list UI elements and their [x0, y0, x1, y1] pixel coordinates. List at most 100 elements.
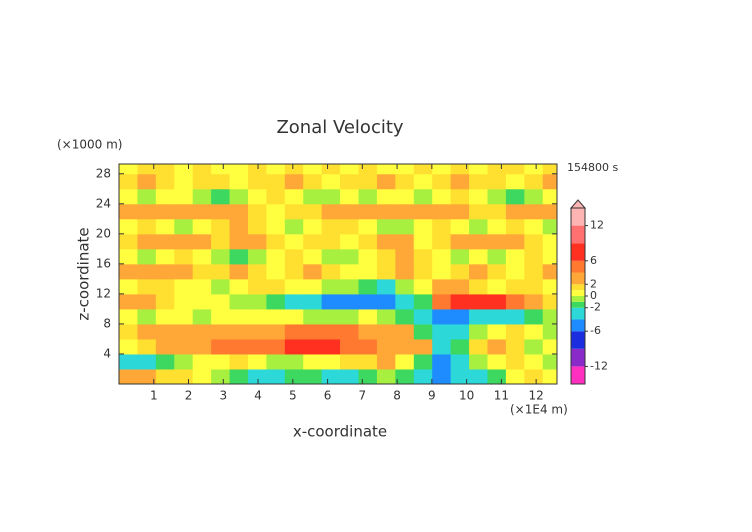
contour-cell: [358, 233, 378, 250]
contour-cell: [211, 353, 231, 370]
contour-cell: [450, 248, 470, 265]
contour-cell: [137, 323, 157, 340]
contour-cell: [192, 188, 212, 205]
contour-cell: [266, 368, 286, 384]
contour-cell: [119, 308, 138, 325]
contour-cell: [450, 353, 470, 370]
contour-cell: [395, 338, 415, 355]
contour-cell: [247, 263, 267, 280]
contour-cell: [284, 188, 304, 205]
contour-cell: [358, 188, 378, 205]
contour-cell: [284, 323, 304, 340]
contour-cell: [211, 278, 231, 295]
contour-cell: [505, 188, 525, 205]
contour-cell: [247, 164, 267, 175]
contour-cell: [211, 218, 231, 235]
contour-cell: [284, 203, 304, 220]
contour-cell: [119, 248, 138, 265]
colorbar-tick-label: 12: [590, 219, 604, 232]
contour-cell: [487, 164, 507, 175]
contour-cell: [211, 338, 231, 355]
contour-cell: [413, 203, 433, 220]
contour-cell: [174, 323, 194, 340]
contour-cell: [358, 308, 378, 325]
contour-cell: [303, 173, 323, 190]
contour-cell: [524, 293, 544, 310]
contour-cell: [155, 353, 175, 370]
contour-cell: [155, 293, 175, 310]
contour-cell: [469, 323, 488, 340]
contour-cell: [524, 233, 544, 250]
contour-field: [119, 164, 557, 384]
contour-cell: [524, 338, 544, 355]
contour-cell: [542, 248, 557, 265]
contour-cell: [137, 308, 157, 325]
x-tick-label: 4: [254, 389, 262, 403]
contour-cell: [413, 308, 433, 325]
x-tick-label: 3: [219, 389, 227, 403]
contour-cell: [137, 263, 157, 280]
contour-cell: [505, 263, 525, 280]
y-axis-label: z-coordinate: [75, 227, 93, 320]
contour-cell: [340, 203, 360, 220]
contour-cell: [376, 203, 396, 220]
contour-cell: [321, 278, 341, 295]
contour-cell: [469, 293, 488, 310]
x-unit: (×1E4 m): [510, 403, 568, 417]
contour-cell: [192, 248, 212, 265]
colorbar-tick-label: -12: [590, 359, 608, 372]
contour-cell: [266, 203, 286, 220]
contour-cell: [119, 233, 138, 250]
contour-cell: [542, 218, 557, 235]
contour-cell: [413, 164, 433, 175]
contour-cell: [303, 233, 323, 250]
contour-cell: [505, 278, 525, 295]
contour-cell: [155, 203, 175, 220]
contour-cell: [284, 338, 304, 355]
contour-cell: [358, 353, 378, 370]
contour-cell: [358, 173, 378, 190]
contour-cell: [358, 263, 378, 280]
contour-cell: [229, 308, 249, 325]
contour-cell: [119, 278, 138, 295]
x-tick-label: 6: [324, 389, 332, 403]
contour-cell: [395, 248, 415, 265]
contour-cell: [524, 353, 544, 370]
contour-cell: [524, 164, 544, 175]
contour-cell: [358, 203, 378, 220]
contour-cell: [340, 323, 360, 340]
contour-cell: [211, 368, 231, 384]
contour-cell: [413, 323, 433, 340]
contour-cell: [358, 278, 378, 295]
contour-cell: [432, 173, 452, 190]
chart-title: Zonal Velocity: [276, 117, 403, 138]
contour-cell: [340, 263, 360, 280]
contour-cell: [376, 353, 396, 370]
contour-cell: [340, 368, 360, 384]
contour-cell: [211, 308, 231, 325]
contour-cell: [542, 293, 557, 310]
contour-cell: [542, 278, 557, 295]
contour-cell: [505, 248, 525, 265]
contour-cell: [321, 338, 341, 355]
contour-cell: [469, 368, 488, 384]
contour-cell: [155, 338, 175, 355]
colorbar-segment: [571, 260, 585, 273]
x-tick-label: 8: [393, 389, 401, 403]
contour-cell: [119, 293, 138, 310]
y-tick-label: 4: [103, 346, 111, 360]
contour-cell: [321, 164, 341, 175]
contour-cell: [505, 173, 525, 190]
y-tick-label: 20: [96, 226, 111, 240]
x-tick-label: 1: [150, 389, 158, 403]
colorbar-segment: [571, 272, 585, 285]
contour-cell: [174, 338, 194, 355]
contour-cell: [487, 173, 507, 190]
contour-cell: [542, 263, 557, 280]
contour-cell: [303, 248, 323, 265]
contour-cell: [321, 188, 341, 205]
contour-cell: [321, 293, 341, 310]
contour-cell: [395, 293, 415, 310]
contour-cell: [284, 308, 304, 325]
contour-cell: [505, 338, 525, 355]
